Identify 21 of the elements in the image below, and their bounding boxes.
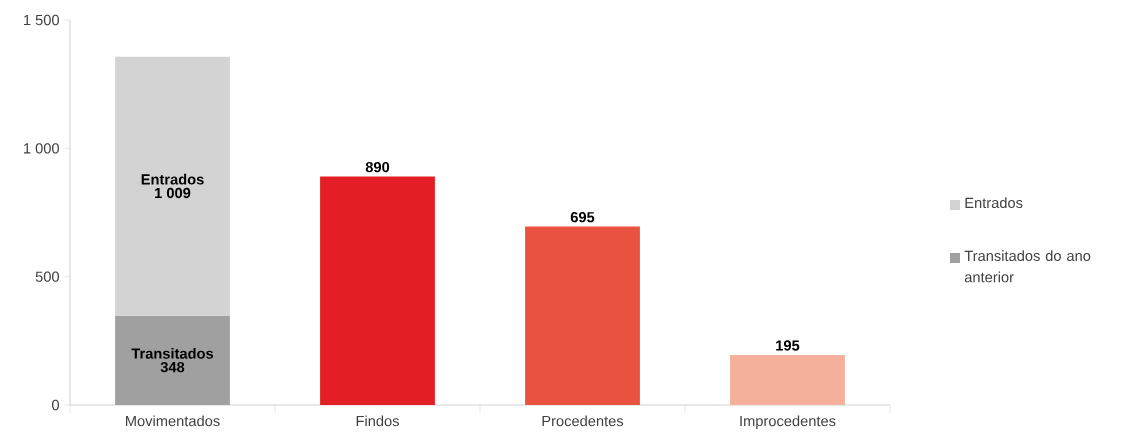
- bar: [115, 56, 230, 316]
- y-tick-label: 1 000: [24, 143, 59, 154]
- y-tick-label: 1 500: [24, 14, 59, 26]
- y-tick-label: 500: [35, 271, 60, 282]
- bar: [525, 226, 640, 405]
- x-tick-label: Procedentes: [542, 415, 624, 427]
- y-tick-label: 0: [52, 399, 60, 411]
- legend-label: Transitados do ano anterior: [964, 250, 1091, 283]
- data-label: 1 009: [155, 187, 191, 199]
- bar: [730, 354, 845, 405]
- data-label: 890: [365, 161, 390, 173]
- data-label: 348: [160, 361, 185, 373]
- bar: [320, 176, 435, 405]
- x-tick-label: Movimentados: [126, 415, 220, 427]
- data-label: 695: [570, 211, 595, 223]
- data-label: 195: [776, 340, 800, 351]
- legend-label: Entrados: [965, 197, 1023, 209]
- annotation: Transitados: [131, 347, 214, 359]
- annotation: Entrados: [141, 173, 204, 185]
- x-tick-label: Findos: [356, 415, 399, 427]
- x-tick-label: Improcedentes: [740, 415, 836, 430]
